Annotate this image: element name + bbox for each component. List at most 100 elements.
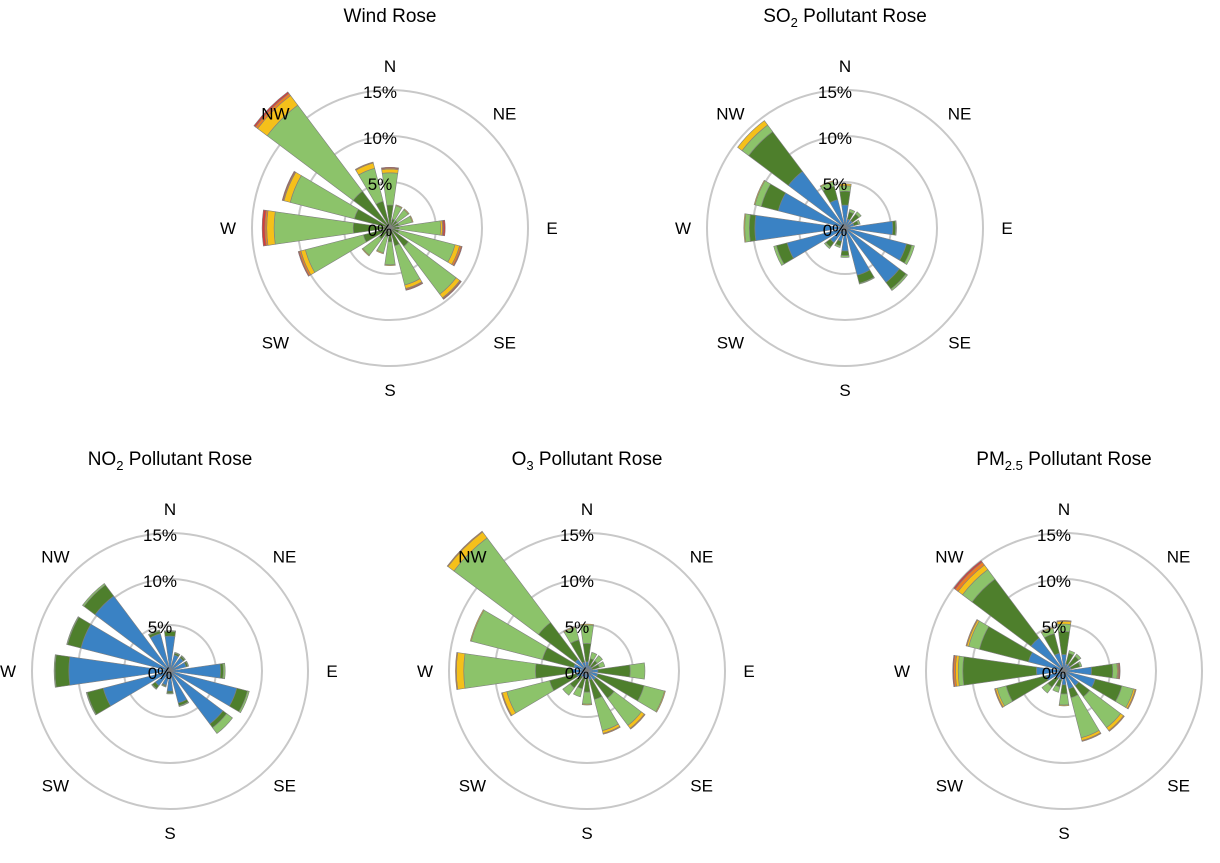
rose-bar-segment xyxy=(185,660,190,667)
direction-label: N xyxy=(839,57,851,76)
rose-bar-segment xyxy=(823,241,832,250)
bars xyxy=(253,91,463,300)
direction-label: W xyxy=(894,662,910,681)
direction-label: NE xyxy=(273,547,297,566)
rose-bar-segment xyxy=(1118,662,1121,680)
rose-bar-segment xyxy=(253,91,290,128)
rose-bar-segment xyxy=(773,245,785,266)
rose-bar-segment xyxy=(1090,663,1114,679)
ring-label: 10% xyxy=(560,572,594,591)
rose-bar-segment xyxy=(463,653,537,689)
rose-bar-segment xyxy=(965,619,979,647)
direction-label: SE xyxy=(1167,777,1190,796)
bars xyxy=(737,120,915,291)
rose-bar-segment xyxy=(446,530,484,568)
rose-bar-segment xyxy=(580,623,594,626)
rose-bar-segment xyxy=(952,654,956,688)
rose-bar-segment xyxy=(838,183,852,187)
ring-label: 15% xyxy=(1037,526,1071,545)
rose-bar-segment xyxy=(581,691,593,705)
ring-label: 5% xyxy=(565,618,590,637)
rose-bar-segment xyxy=(85,691,97,716)
o3-rose-panel: O3 Pollutant Rose 0% 5% 10% 15% N NE E SE S SW W NW xyxy=(387,443,787,863)
direction-label: S xyxy=(839,381,850,400)
rose-bar-segment xyxy=(222,662,226,680)
direction-label: W xyxy=(675,219,691,238)
rose-bar-segment xyxy=(1040,626,1054,634)
ring-label: 15% xyxy=(143,526,177,545)
rose-chart: 0% 5% 10% 15% N NE E SE S SW W NW xyxy=(0,500,338,843)
rose-bar-segment xyxy=(166,692,174,695)
ring-label: 15% xyxy=(560,526,594,545)
rose-bar-segment xyxy=(848,208,856,215)
rose-bar-segment xyxy=(212,713,233,734)
rose-bar-segment xyxy=(1058,693,1070,706)
ring-label: 0% xyxy=(823,221,848,240)
so2-rose-panel: SO2 Pollutant Rose 0% 5% 10% 15% N NE E SE S SW W N… xyxy=(645,0,1045,420)
direction-label: NE xyxy=(690,547,714,566)
rose-bar-segment xyxy=(1126,688,1137,710)
direction-label: NW xyxy=(935,547,963,566)
direction-label: E xyxy=(326,662,337,681)
rose-bar-segment xyxy=(266,210,276,246)
rose-bar-segment xyxy=(163,630,177,633)
direction-label: N xyxy=(384,57,396,76)
bars xyxy=(952,560,1137,742)
rose-bar-segment xyxy=(589,651,598,661)
rose-bar-segment xyxy=(753,179,766,206)
rose-bar-segment xyxy=(994,688,1004,708)
rose-bar-segment xyxy=(384,264,396,267)
rose-bar-segment xyxy=(1041,682,1053,694)
rose-bar-segment xyxy=(1074,653,1082,661)
rose-bar-segment xyxy=(180,655,186,661)
direction-label: SW xyxy=(936,777,963,796)
direction-label: W xyxy=(417,662,433,681)
bars xyxy=(53,583,250,734)
rose-bar-segment xyxy=(602,726,621,735)
rose-bar-segment xyxy=(442,219,446,237)
rose-bar-segment xyxy=(273,211,354,245)
ring-label: 15% xyxy=(363,83,397,102)
ring-label: 10% xyxy=(1037,572,1071,591)
rose-bar-segment xyxy=(281,170,296,201)
direction-label: SE xyxy=(493,334,516,353)
ring-label: 0% xyxy=(148,664,173,683)
rose-bar-segment xyxy=(856,219,861,225)
direction-label: SE xyxy=(690,777,713,796)
rose-bar-segment xyxy=(1111,663,1118,679)
rose-bar-segment xyxy=(594,655,603,664)
pm25-rose-panel: PM2.5 Pollutant Rose 0%5%10%15%NNEESESSW… xyxy=(864,443,1220,863)
rose-bar-segment xyxy=(354,161,374,171)
rose-bar-segment xyxy=(304,234,367,273)
rose-bar-segment xyxy=(563,626,577,633)
direction-label: NE xyxy=(493,104,517,123)
rose-bar-segment xyxy=(1108,715,1125,732)
rose-bar-segment xyxy=(238,690,250,714)
rose-bar-segment xyxy=(562,683,575,696)
ring-label: 10% xyxy=(143,572,177,591)
chart-title: PM2.5 Pollutant Rose xyxy=(976,449,1152,473)
direction-label: NW xyxy=(458,547,486,566)
rose-bar-segment xyxy=(151,683,158,690)
rose-bar-segment xyxy=(1081,732,1102,742)
rose-bar-segment xyxy=(749,214,757,242)
rose-bar-segment xyxy=(844,220,894,236)
rose-bar-segment xyxy=(261,209,267,247)
rose-bar-segment xyxy=(82,583,106,607)
direction-label: SW xyxy=(42,777,69,796)
direction-label: SW xyxy=(262,334,289,353)
rose-bar-segment xyxy=(1056,620,1072,623)
rose-bar-segment xyxy=(53,654,57,688)
rose-bar-segment xyxy=(506,680,555,714)
direction-label: W xyxy=(220,219,236,238)
rose-bar-segment xyxy=(297,250,310,277)
wind-rose-panel: Wind Rose 0% 5% 10% 15% N NE E SE S SW W NW xyxy=(190,0,590,420)
rose-bar-segment xyxy=(469,609,485,642)
ring-label: 5% xyxy=(368,175,393,194)
rose-bar-segment xyxy=(1060,684,1068,695)
direction-label: NW xyxy=(41,547,69,566)
rose-bar-segment xyxy=(501,692,513,717)
rose-bar-segment xyxy=(629,713,646,730)
chart-title: NO2 Pollutant Rose xyxy=(87,449,253,473)
rose-bar-segment xyxy=(744,213,751,243)
